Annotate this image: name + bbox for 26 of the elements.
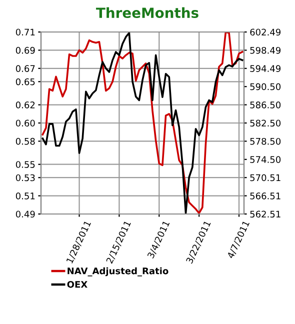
y-tick-label: 0.67 bbox=[16, 65, 35, 72]
y2-tick-label: 602.49 bbox=[250, 28, 281, 36]
y2-tick-label: 578.50 bbox=[250, 138, 281, 145]
y-tick-label: 0.51 bbox=[16, 192, 35, 200]
chart-title: ThreeMonths bbox=[96, 7, 198, 18]
y-tick-label: 0.62 bbox=[16, 102, 35, 108]
y-tick-label: 0.65 bbox=[16, 78, 35, 86]
y2-tick-label: 582.50 bbox=[250, 120, 281, 127]
y-tick-label: 0.55 bbox=[16, 161, 35, 168]
y-tick-label: 0.71 bbox=[16, 28, 35, 36]
legend-label: NAV_Adjusted_Ratio bbox=[68, 267, 168, 276]
y-tick-label: 0.49 bbox=[16, 210, 35, 218]
y-tick-label: 0.53 bbox=[16, 174, 35, 182]
y2-tick-label: 590.50 bbox=[250, 83, 281, 90]
y2-tick-label: 598.49 bbox=[250, 46, 281, 54]
y-tick-label: 0.60 bbox=[16, 120, 35, 127]
y-tick-label: 0.69 bbox=[16, 46, 35, 54]
y2-tick-label: 570.51 bbox=[250, 174, 280, 182]
line-series bbox=[42, 32, 244, 214]
y-tick-label: 0.58 bbox=[16, 138, 35, 145]
y2-tick-label: 574.50 bbox=[250, 156, 281, 163]
y2-tick-label: 566.51 bbox=[250, 192, 280, 200]
y2-tick-label: 586.50 bbox=[250, 102, 281, 108]
legend-label: OEX bbox=[67, 280, 88, 288]
y2-tick-label: 594.49 bbox=[250, 65, 281, 72]
y2-tick-label: 562.51 bbox=[250, 210, 280, 218]
